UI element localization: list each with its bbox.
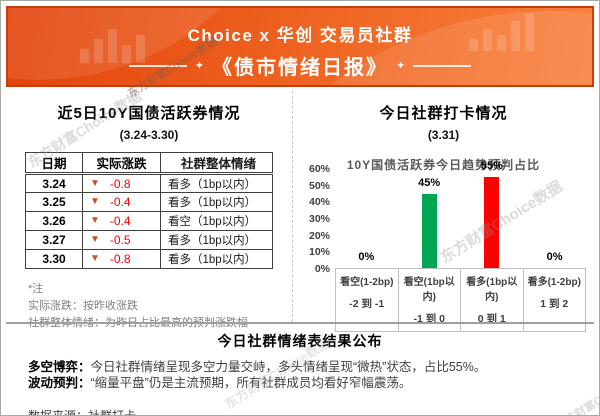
- quote-table: 日期 实际涨跌 社群整体情绪 3.24 ▼ -0.8 看多（1bp以内） 3.25…: [25, 152, 273, 269]
- change-value: -0.8: [109, 252, 131, 266]
- y-tick: 0%: [314, 263, 330, 275]
- category-name: 看空(1bp以内): [403, 277, 455, 303]
- down-triangle-icon: ▼: [90, 234, 100, 245]
- left-section-date-range: (3.24-3.30): [119, 128, 179, 142]
- header-banner: Choice x 华创 交易员社群 ✦ 《债市情绪日报》 ✦: [6, 6, 594, 87]
- category-range: 1 到 2: [540, 298, 569, 310]
- decorative-line: [128, 64, 187, 67]
- header-barchart-decoration: [469, 13, 534, 51]
- date-cell: 3.27: [25, 230, 83, 250]
- change-value: -0.5: [109, 233, 131, 247]
- table-row: 3.30 ▼ -0.8 看多（1bp以内）: [25, 249, 273, 269]
- date-cell: 3.24: [25, 173, 83, 193]
- decorative-line: [413, 64, 472, 67]
- col-header-sentiment: 社群整体情绪: [160, 152, 273, 175]
- sentiment-cell: 看空（1bp以内）: [160, 211, 273, 231]
- chart-bar: [421, 193, 437, 268]
- y-tick: 60%: [308, 163, 330, 175]
- change-cell: ▼ -0.8: [82, 249, 161, 269]
- date-cell: 3.25: [25, 192, 83, 212]
- footnote-line: *注: [28, 283, 44, 295]
- summary-text: “缩量平盘”仍是主流预期，所有社群成员均看好窄幅震荡。: [90, 376, 412, 390]
- sparkle-icon: ✦: [194, 60, 204, 72]
- y-tick: 30%: [308, 213, 330, 225]
- y-tick: 10%: [308, 246, 330, 259]
- category-name: 看空(1-2bp): [340, 277, 394, 288]
- header-barchart-decoration: [80, 29, 145, 63]
- down-triangle-icon: ▼: [90, 177, 100, 189]
- change-cell: ▼ -0.5: [82, 230, 161, 250]
- summary-line: 波动预判：“缩量平盘”仍是主流预期，所有社群成员均看好窄幅震荡。: [28, 375, 594, 391]
- down-triangle-icon: ▼: [90, 215, 100, 226]
- table-row: 3.27 ▼ -0.5 看多（1bp以内）: [25, 230, 273, 250]
- summary-title: 今日社群情绪表结果公布: [217, 333, 383, 349]
- table-row: 3.24 ▼ -0.8 看多（1bp以内）: [25, 173, 273, 193]
- y-tick: 20%: [308, 229, 330, 242]
- header-subtitle-row: ✦ 《债市情绪日报》 ✦: [8, 51, 592, 80]
- category-range: -2 到 -1: [349, 298, 385, 310]
- table-row: 3.25 ▼ -0.4 看多（1bp以内）: [25, 192, 273, 212]
- bar-value-label: 0%: [358, 251, 375, 263]
- down-triangle-icon: ▼: [90, 196, 100, 207]
- table-row: 3.26 ▼ -0.4 看空（1bp以内）: [25, 211, 273, 231]
- main-content: 近5日10Y国债活跃券情况 (3.24-3.30) 日期 实际涨跌 社群整体情绪…: [6, 91, 594, 332]
- chart-bar: [484, 177, 500, 268]
- change-value: -0.4: [109, 214, 131, 228]
- chart-x-axis-labels: 看空(1-2bp) -2 到 -1 看空(1bp以内) -1 到 0 看多(1b…: [335, 269, 586, 332]
- summary-line: 多空博弈：今日社群情绪呈现多空力量交峙，多头情绪呈现“微热”状态，占比55%。: [28, 359, 594, 375]
- right-section-today-checkin: 今日社群打卡情况 (3.31) 10Y国债活跃券今日趋势预判占比 60% 50%…: [292, 91, 594, 332]
- date-cell: 3.26: [25, 211, 83, 231]
- category-cell: 看空(1-2bp) -2 到 -1: [336, 269, 399, 331]
- bar-value-label: 55%: [480, 160, 503, 173]
- summary-section: 今日社群情绪表结果公布 多空博弈：今日社群情绪呈现多空力量交峙，多头情绪呈现“微…: [6, 322, 594, 415]
- chart-plot-area: 0% 45% 55%: [335, 160, 586, 269]
- right-section-title: 今日社群打卡情况: [379, 105, 508, 122]
- bar-slot: 0%: [335, 169, 398, 268]
- summary-lines: 多空博弈：今日社群情绪呈现多空力量交峙，多头情绪呈现“微热”状态，占比55%。 …: [28, 359, 594, 391]
- trend-forecast-bar-chart: 60% 50% 40% 30% 20% 10% 0% 0%: [301, 160, 586, 332]
- bar-slot: 55%: [461, 160, 524, 268]
- sentiment-cell: 看多（1bp以内）: [160, 173, 273, 193]
- left-section-title: 近5日10Y国债活跃券情况: [57, 105, 241, 122]
- right-section-date: (3.31): [427, 128, 460, 142]
- y-tick: 50%: [308, 179, 330, 192]
- change-value: -0.4: [109, 195, 131, 209]
- left-section-5day-quotes: 近5日10Y国债活跃券情况 (3.24-3.30) 日期 实际涨跌 社群整体情绪…: [6, 91, 292, 329]
- sparkle-icon: ✦: [396, 60, 406, 72]
- chart-title: 10Y国债活跃券今日趋势预判占比: [346, 158, 541, 172]
- summary-label: 多空博弈：: [28, 360, 91, 374]
- date-cell: 3.30: [25, 249, 83, 269]
- change-cell: ▼ -0.8: [82, 173, 161, 193]
- category-name: 看多(1-2bp): [527, 277, 581, 288]
- header-title: Choice x 华创 交易员社群: [187, 26, 413, 45]
- sentiment-cell: 看多（1bp以内）: [160, 230, 273, 250]
- category-name: 看多(1bp以内): [466, 277, 518, 303]
- bar-slot: 45%: [398, 169, 461, 268]
- bar-slot: 0%: [523, 169, 586, 268]
- report-name: 《债市情绪日报》: [212, 57, 388, 79]
- bar-value-label: 45%: [418, 176, 441, 189]
- change-cell: ▼ -0.4: [82, 192, 161, 212]
- footnote-line: 实际涨跌：按昨收涨跌: [28, 300, 138, 312]
- y-tick: 40%: [308, 196, 330, 209]
- chart-y-axis: 60% 50% 40% 30% 20% 10% 0%: [301, 163, 335, 275]
- down-triangle-icon: ▼: [90, 253, 100, 264]
- col-header-date: 日期: [25, 152, 83, 175]
- change-value: -0.8: [109, 176, 131, 191]
- table-header-row: 日期 实际涨跌 社群整体情绪: [25, 152, 273, 175]
- col-header-change: 实际涨跌: [82, 152, 161, 175]
- data-source: 数据来源：社群打卡: [28, 409, 137, 416]
- bar-value-label: 0%: [546, 251, 563, 263]
- sentiment-cell: 看多（1bp以内）: [160, 192, 273, 212]
- summary-label: 波动预判：: [28, 376, 91, 390]
- sentiment-cell: 看多（1bp以内）: [160, 249, 273, 269]
- summary-text: 今日社群情绪呈现多空力量交峙，多头情绪呈现“微热”状态，占比55%。: [90, 360, 487, 374]
- category-cell: 看多(1-2bp) 1 到 2: [524, 269, 586, 331]
- change-cell: ▼ -0.4: [82, 211, 161, 231]
